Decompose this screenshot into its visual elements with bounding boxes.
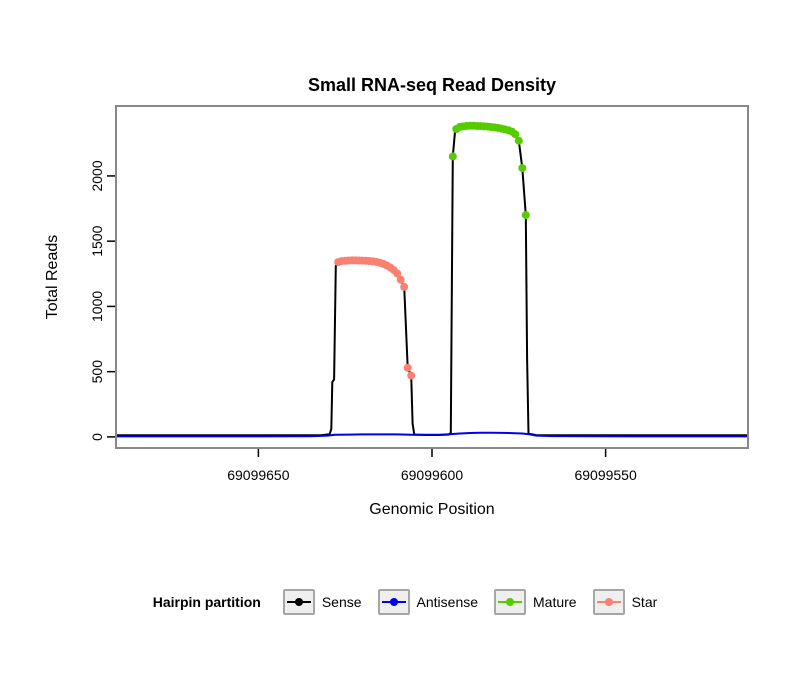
y-tick-label: 1500 <box>89 225 105 256</box>
legend: Hairpin partition Sense Antisense Mature St… <box>0 589 810 615</box>
y-tick-label: 0 <box>89 433 105 441</box>
chart-canvas: Small RNA-seq Read Density Genomic Posit… <box>44 75 749 518</box>
data-point-mature <box>514 136 523 145</box>
x-tick-label: 69099550 <box>574 467 637 483</box>
series-star <box>334 256 416 380</box>
series-mature <box>448 121 530 220</box>
legend-symbol-star-icon <box>592 589 625 615</box>
series-sense <box>116 124 748 437</box>
series-line-sense <box>116 124 748 437</box>
data-point-star <box>403 363 412 372</box>
x-axis-label: Genomic Position <box>369 501 494 518</box>
data-point-star <box>396 275 405 284</box>
y-tick-label: 500 <box>89 360 105 384</box>
legend-symbol-antisense-icon <box>377 589 410 615</box>
legend-label-mature: Mature <box>533 594 577 610</box>
legend-label-antisense: Antisense <box>416 594 479 610</box>
data-point-mature <box>521 211 530 220</box>
legend-symbol-sense-icon <box>282 589 315 615</box>
legend-entry-star: Star <box>592 589 658 615</box>
plot-area: 69099650 69099600 69099550 0 500 1000 1500 2000 <box>89 105 749 483</box>
x-tick-label: 69099650 <box>227 467 290 483</box>
series-line-antisense <box>116 431 748 438</box>
legend-symbol-mature-icon <box>494 589 527 615</box>
legend-title: Hairpin partition <box>152 594 261 610</box>
x-tick-label: 69099600 <box>401 467 464 483</box>
data-point-star <box>407 371 416 380</box>
y-tick-label: 1000 <box>89 291 105 322</box>
chart-title: Small RNA-seq Read Density <box>308 75 556 95</box>
y-tick-label: 2000 <box>89 160 105 191</box>
data-point-mature <box>511 130 520 139</box>
legend-entry-antisense: Antisense <box>377 589 479 615</box>
data-point-mature <box>518 164 527 173</box>
y-axis-label: Total Reads <box>44 235 61 320</box>
legend-entry-sense: Sense <box>282 589 362 615</box>
legend-label-star: Star <box>631 594 658 610</box>
data-point-star <box>400 282 409 291</box>
data-point-star <box>393 269 402 278</box>
plot-border <box>115 105 749 449</box>
legend-entry-mature: Mature <box>494 589 577 615</box>
series-antisense <box>116 431 748 438</box>
data-point-mature <box>448 152 457 161</box>
legend-label-sense: Sense <box>321 594 362 610</box>
